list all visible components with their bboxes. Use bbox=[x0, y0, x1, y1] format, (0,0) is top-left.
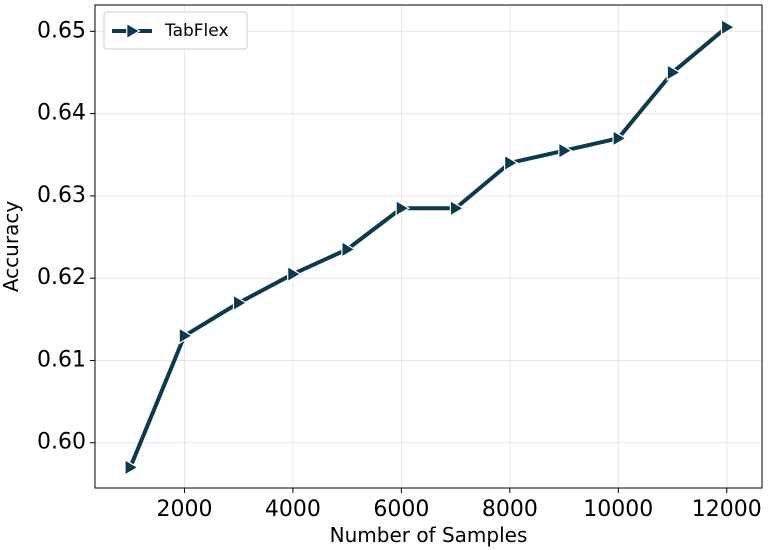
plot-frame bbox=[94, 4, 763, 489]
data-point bbox=[287, 265, 302, 283]
data-point bbox=[666, 63, 682, 82]
legend-box bbox=[103, 11, 248, 50]
x-tick-label: 8000 bbox=[482, 497, 538, 522]
x-tick-label: 2000 bbox=[156, 497, 212, 522]
data-point bbox=[720, 18, 736, 36]
y-tick-label: 0.64 bbox=[37, 101, 86, 126]
data-point bbox=[341, 240, 356, 258]
series-layer bbox=[124, 18, 736, 476]
x-tick-label: 4000 bbox=[265, 497, 321, 522]
data-point bbox=[124, 458, 139, 476]
y-tick-label: 0.63 bbox=[37, 183, 86, 208]
grid-lines bbox=[95, 5, 762, 488]
data-point bbox=[178, 327, 194, 345]
y-tick-label: 0.65 bbox=[37, 18, 86, 43]
data-point bbox=[558, 142, 573, 160]
axis-ticks: 2000 4000 6000 8000 10000 12000 0.60 0.61 0.62 0.… bbox=[37, 18, 762, 522]
legend-label: TabFlex bbox=[164, 21, 229, 41]
y-tick-label: 0.60 bbox=[37, 430, 86, 455]
data-point bbox=[612, 129, 627, 147]
x-axis-title: Number of Samples bbox=[330, 523, 528, 547]
y-tick-label: 0.62 bbox=[37, 265, 86, 290]
series-line bbox=[128, 25, 729, 469]
x-tick-label: 10000 bbox=[583, 497, 653, 522]
legend: TabFlex bbox=[103, 11, 248, 50]
x-tick-label: 6000 bbox=[373, 497, 429, 522]
data-point bbox=[395, 199, 411, 217]
data-point bbox=[232, 294, 248, 312]
legend-marker bbox=[126, 22, 141, 40]
data-point bbox=[503, 154, 519, 172]
y-axis-title: Accuracy bbox=[0, 201, 23, 292]
x-tick-label: 12000 bbox=[692, 497, 762, 522]
data-point bbox=[449, 199, 465, 217]
y-tick-label: 0.61 bbox=[37, 347, 86, 372]
